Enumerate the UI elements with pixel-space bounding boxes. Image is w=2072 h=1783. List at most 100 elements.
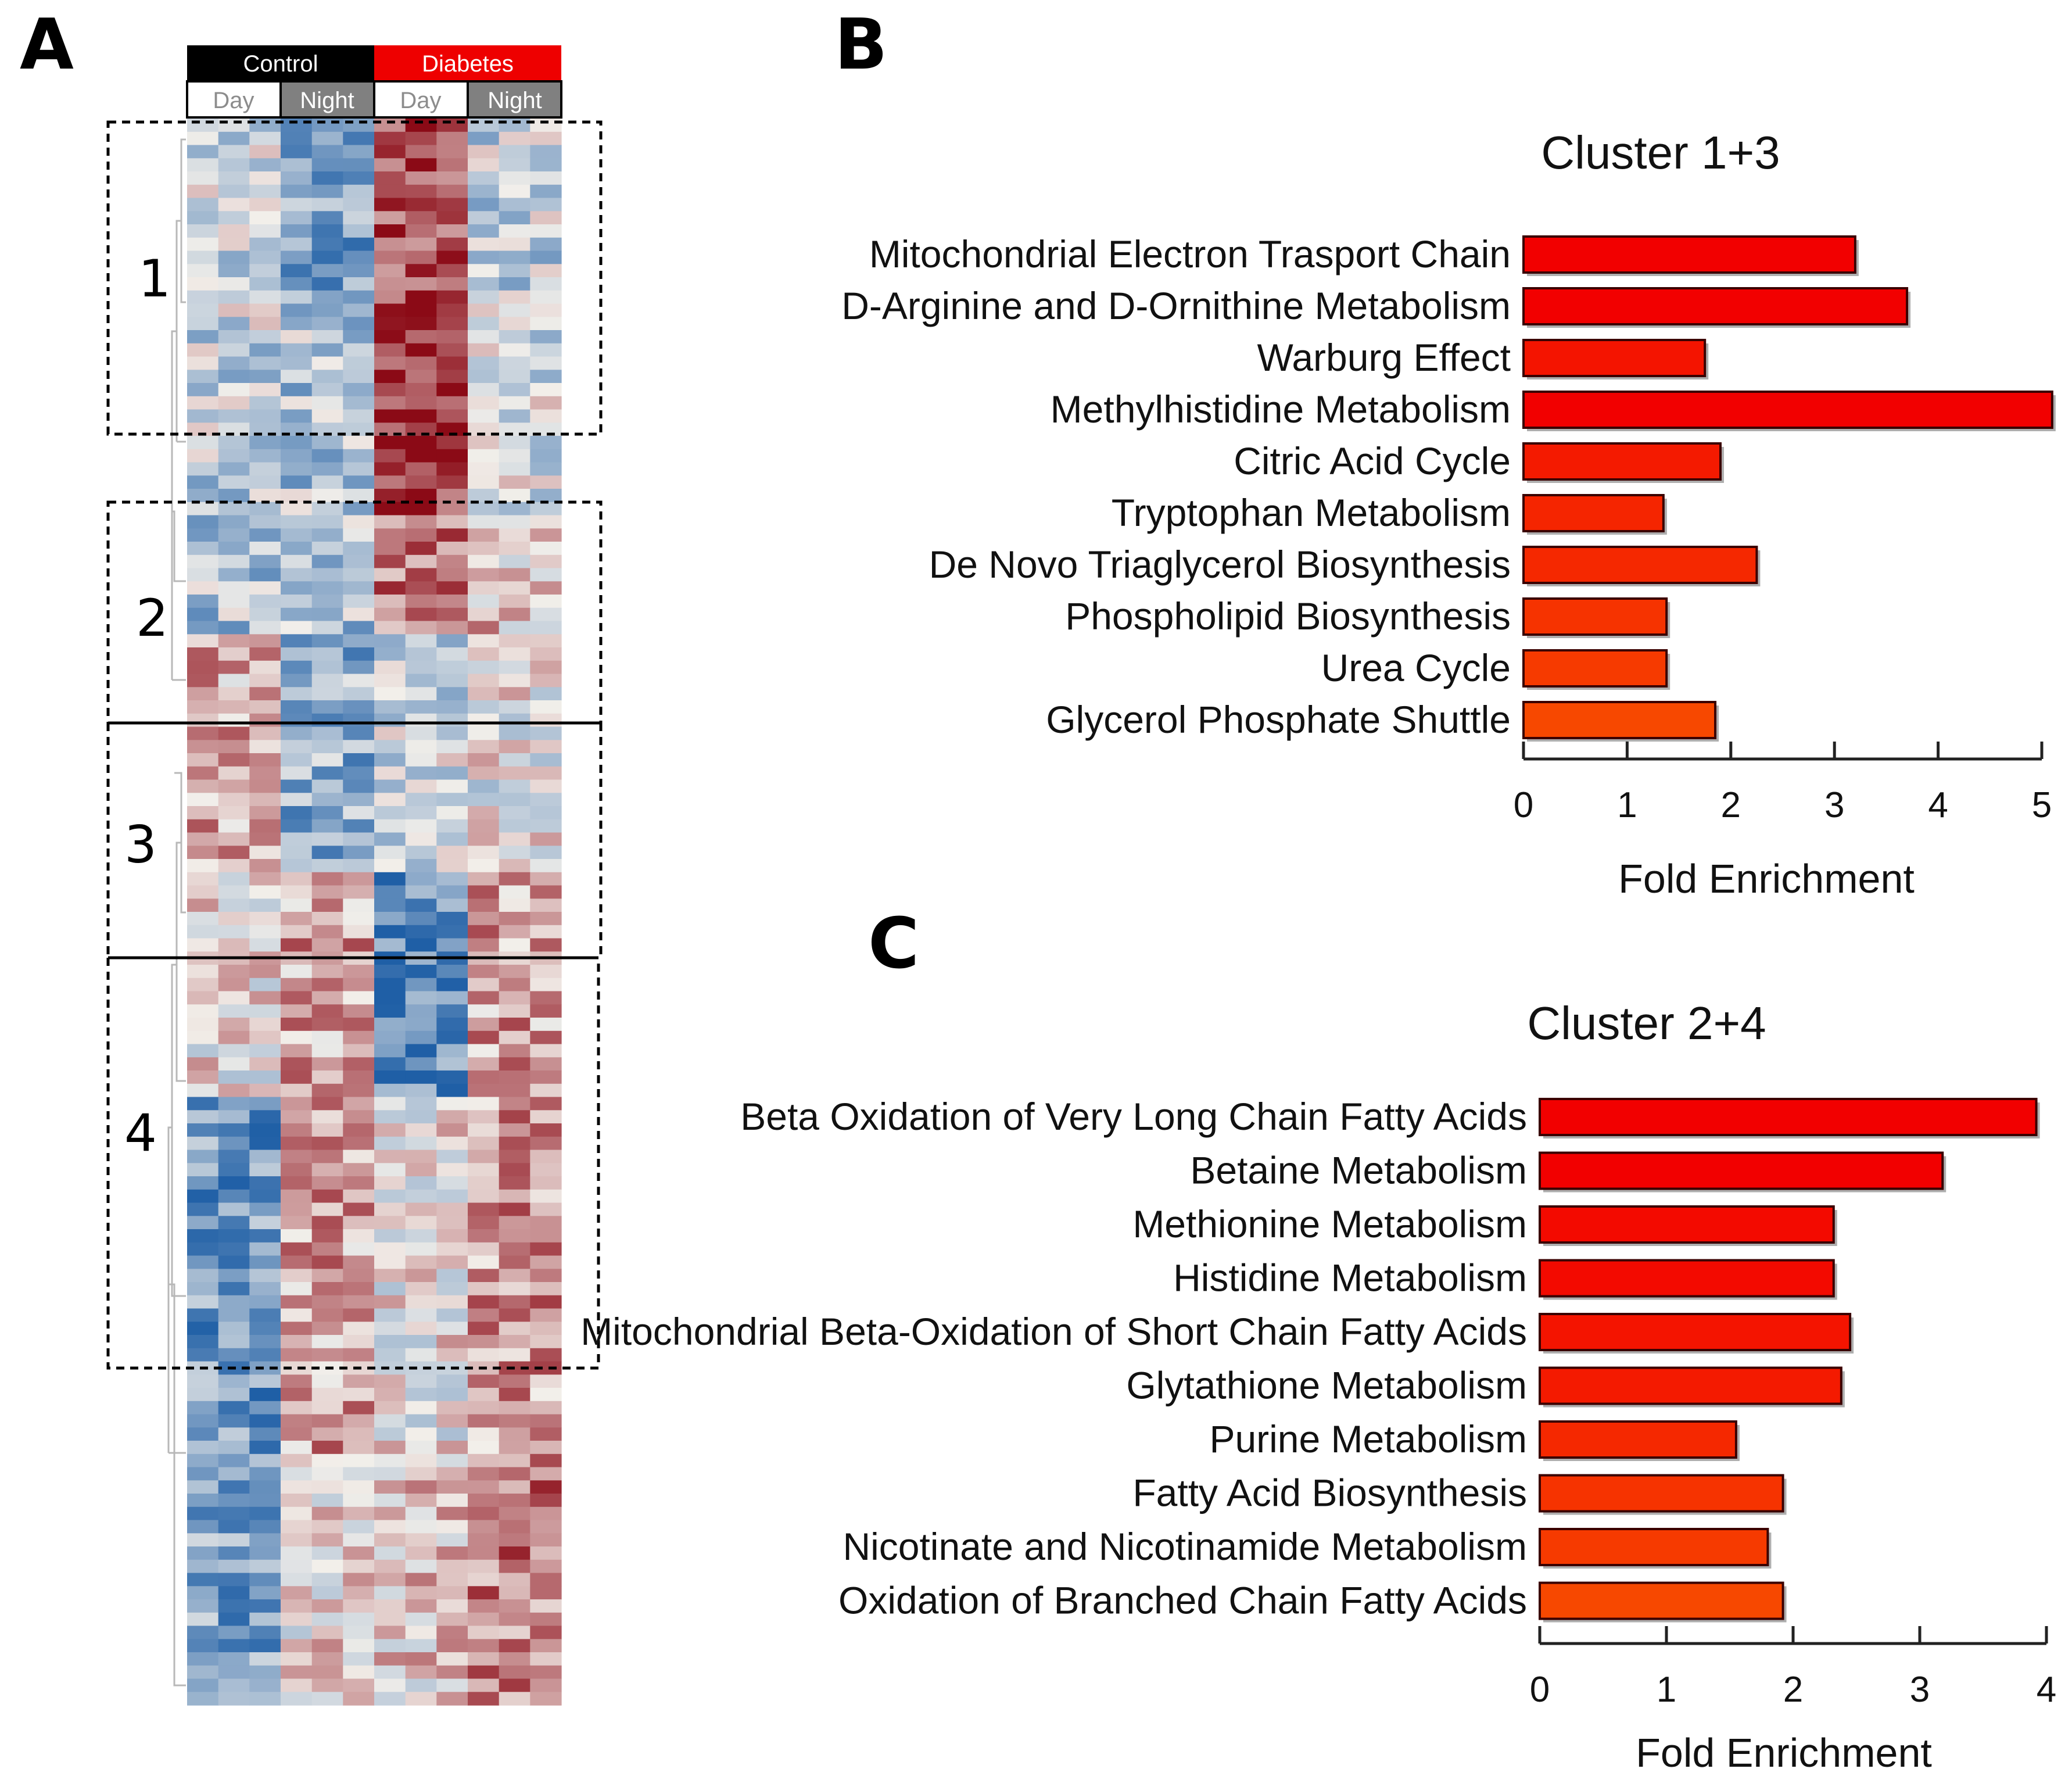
- heatmap-cell: [405, 1176, 437, 1190]
- heatmap-cell: [436, 634, 468, 648]
- heatmap-cell: [468, 885, 500, 899]
- heatmap-cell: [311, 1652, 343, 1666]
- heatmap-cell: [468, 1678, 500, 1692]
- heatmap-cell: [374, 1176, 406, 1190]
- heatmap-cell: [249, 660, 281, 675]
- heatmap-cell: [218, 1269, 250, 1283]
- heatmap-cell: [187, 1665, 219, 1680]
- heatmap-cell: [468, 436, 500, 450]
- heatmap-cell: [436, 1388, 468, 1402]
- heatmap-cell: [468, 1639, 500, 1653]
- heatmap-cell: [468, 1070, 500, 1084]
- heatmap-cell: [436, 1150, 468, 1163]
- b-category-label: Urea Cycle: [1321, 646, 1511, 689]
- heatmap-cell: [281, 1348, 313, 1362]
- heatmap-cell: [499, 1348, 530, 1362]
- heatmap-cell: [343, 343, 375, 357]
- heatmap-cell: [187, 1692, 219, 1706]
- heatmap-cell: [530, 1070, 562, 1084]
- heatmap-cell: [343, 502, 375, 516]
- heatmap-cell: [311, 237, 343, 252]
- c-bar: [1539, 1151, 1944, 1190]
- heatmap-cell: [187, 740, 219, 754]
- heatmap-cell: [281, 1282, 313, 1296]
- heatmap-cell: [218, 898, 250, 912]
- heatmap-cell: [343, 1401, 375, 1415]
- heatmap-cell: [436, 343, 468, 357]
- heatmap-cell: [281, 740, 313, 754]
- heatmap-cell: [436, 1004, 468, 1018]
- heatmap-cell: [436, 1097, 468, 1111]
- heatmap-cell: [468, 250, 500, 264]
- heatmap-cell: [405, 621, 437, 635]
- heatmap-cell: [343, 1546, 375, 1560]
- heatmap-cell: [374, 938, 406, 952]
- heatmap-cell: [374, 1348, 406, 1362]
- c-tick-label: 1: [1657, 1670, 1676, 1710]
- heatmap-cell: [187, 1216, 219, 1230]
- heatmap-cell: [281, 991, 313, 1005]
- heatmap-cell: [499, 1189, 530, 1204]
- heatmap-cell: [187, 198, 219, 212]
- heatmap-cell: [405, 1520, 437, 1534]
- heatmap-cell: [218, 1480, 250, 1494]
- heatmap-cell: [187, 1546, 219, 1560]
- heatmap-cell: [343, 647, 375, 661]
- heatmap-cell: [530, 1414, 562, 1428]
- heatmap-cell: [374, 1639, 406, 1653]
- heatmap-cell: [499, 753, 530, 767]
- heatmap-cell: [249, 542, 281, 556]
- heatmap-cell: [281, 317, 313, 331]
- heatmap-cell: [374, 1612, 406, 1627]
- heatmap-cell: [499, 779, 530, 793]
- heatmap-cell: [343, 1044, 375, 1058]
- heatmap-cell: [499, 211, 530, 225]
- heatmap-cell: [405, 607, 437, 622]
- cluster-box-2: [106, 500, 603, 725]
- heatmap-cell: [281, 1678, 313, 1692]
- heatmap-cell: [436, 581, 468, 595]
- heatmap-cell: [405, 409, 437, 423]
- heatmap-cell: [499, 184, 530, 199]
- heatmap-cell: [187, 1255, 219, 1269]
- heatmap-cell: [405, 793, 437, 807]
- heatmap-cell: [249, 303, 281, 317]
- heatmap-cell: [187, 237, 219, 252]
- heatmap-cell: [374, 409, 406, 423]
- heatmap-cell: [187, 1652, 219, 1666]
- heatmap-cell: [187, 779, 219, 793]
- heatmap-cell: [468, 832, 500, 846]
- heatmap-cell: [281, 449, 313, 463]
- heatmap-cell: [249, 264, 281, 278]
- heatmap-cell: [187, 1573, 219, 1587]
- heatmap-cell: [218, 1242, 250, 1256]
- heatmap-cell: [343, 607, 375, 622]
- heatmap-cell: [281, 1388, 313, 1402]
- heatmap-cell: [218, 224, 250, 238]
- heatmap-cell: [405, 436, 437, 450]
- heatmap-cell: [405, 1692, 437, 1706]
- heatmap-cell: [530, 356, 562, 370]
- heatmap-cell: [187, 343, 219, 357]
- heatmap-cell: [281, 1427, 313, 1441]
- heatmap-cell: [311, 1176, 343, 1190]
- heatmap-cell: [499, 1678, 530, 1692]
- heatmap-cell: [343, 383, 375, 397]
- heatmap-cell: [187, 489, 219, 503]
- heatmap-cell: [374, 1533, 406, 1547]
- heatmap-cell: [281, 1044, 313, 1058]
- heatmap-cell: [530, 489, 562, 503]
- heatmap-cell: [436, 542, 468, 556]
- heatmap-cell: [405, 158, 437, 172]
- heatmap-cell: [530, 250, 562, 264]
- heatmap-cell: [343, 1427, 375, 1441]
- heatmap-cell: [499, 898, 530, 912]
- heatmap-cell: [281, 713, 313, 728]
- heatmap-cell: [405, 1335, 437, 1349]
- heatmap-cell: [405, 198, 437, 212]
- heatmap-cell: [530, 740, 562, 754]
- c-category-label: Purine Metabolism: [1209, 1417, 1527, 1460]
- heatmap-cell: [281, 1626, 313, 1639]
- heatmap-cell: [436, 978, 468, 992]
- heatmap-cell: [343, 1030, 375, 1045]
